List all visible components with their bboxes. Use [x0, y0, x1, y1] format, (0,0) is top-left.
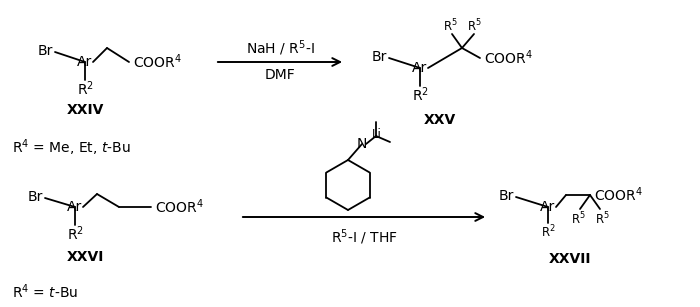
- Text: XXIV: XXIV: [66, 103, 104, 117]
- Text: R$^5$: R$^5$: [594, 211, 610, 227]
- Text: R$^4$ = $t$-Bu: R$^4$ = $t$-Bu: [12, 283, 78, 301]
- Text: XXVI: XXVI: [66, 250, 104, 264]
- Text: R$^5$: R$^5$: [467, 18, 482, 34]
- Text: Ar: Ar: [67, 200, 83, 214]
- Text: Ar: Ar: [412, 61, 428, 75]
- Text: Br: Br: [372, 50, 387, 64]
- Text: R$^5$: R$^5$: [442, 18, 457, 34]
- Text: R$^2$: R$^2$: [66, 225, 83, 243]
- Text: Br: Br: [27, 190, 43, 204]
- Text: NaH / R$^5$-I: NaH / R$^5$-I: [246, 38, 314, 58]
- Text: Ar: Ar: [78, 55, 92, 69]
- Text: Ar: Ar: [540, 200, 556, 214]
- Text: Li: Li: [372, 127, 382, 141]
- Text: Br: Br: [498, 189, 514, 203]
- Text: COOR$^4$: COOR$^4$: [484, 49, 533, 67]
- Text: R$^2$: R$^2$: [412, 86, 428, 104]
- Text: N: N: [357, 137, 368, 151]
- Text: R$^5$: R$^5$: [570, 211, 585, 227]
- Text: COOR$^4$: COOR$^4$: [133, 53, 182, 71]
- Text: COOR$^4$: COOR$^4$: [594, 186, 643, 204]
- Text: R$^2$: R$^2$: [540, 224, 555, 240]
- Text: Br: Br: [38, 44, 53, 58]
- Text: R$^5$-I / THF: R$^5$-I / THF: [332, 227, 398, 247]
- Text: R$^2$: R$^2$: [76, 80, 94, 98]
- Text: COOR$^4$: COOR$^4$: [155, 198, 204, 216]
- Text: DMF: DMF: [265, 68, 295, 82]
- Text: XXV: XXV: [424, 113, 456, 127]
- Text: XXVII: XXVII: [549, 252, 592, 266]
- Text: R$^4$ = Me, Et, $t$-Bu: R$^4$ = Me, Et, $t$-Bu: [12, 138, 131, 158]
